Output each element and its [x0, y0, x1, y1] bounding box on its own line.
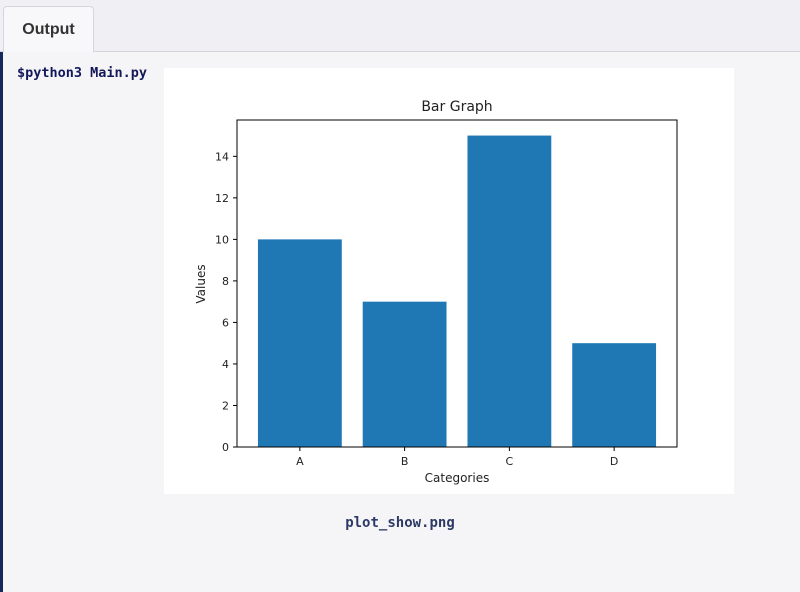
y-tick-label: 14	[215, 150, 229, 163]
bar-B	[362, 301, 447, 447]
y-tick-label: 12	[215, 192, 229, 205]
y-axis-label: Values	[194, 264, 208, 303]
x-tick-label: C	[506, 455, 514, 468]
bar-A	[257, 239, 342, 447]
y-tick-label: 8	[222, 275, 229, 288]
tab-output[interactable]: Output	[3, 6, 94, 52]
x-axis-label: Categories	[425, 471, 490, 485]
x-tick-label: D	[610, 455, 618, 468]
command-line: $python3 Main.py	[17, 65, 148, 81]
y-tick-label: 2	[222, 399, 229, 412]
x-tick-label: B	[401, 455, 409, 468]
y-tick-label: 6	[222, 316, 229, 329]
image-caption: plot_show.png	[345, 515, 455, 531]
y-tick-label: 0	[222, 441, 229, 454]
plot-area-frame	[236, 119, 678, 448]
y-tick-label: 10	[215, 233, 229, 246]
y-tick-label: 4	[222, 358, 229, 371]
chart-title: Bar Graph	[421, 99, 492, 115]
bar-chart: Bar Graph Values Categories 02468101214 …	[194, 99, 678, 485]
tab-bar: Output	[0, 0, 800, 52]
bar-D	[572, 343, 657, 447]
bar-C	[467, 135, 552, 448]
plot-image: Bar Graph Values Categories 0 2 4 6 8 10 12 14 …	[164, 68, 734, 494]
x-tick-label: A	[296, 455, 304, 468]
